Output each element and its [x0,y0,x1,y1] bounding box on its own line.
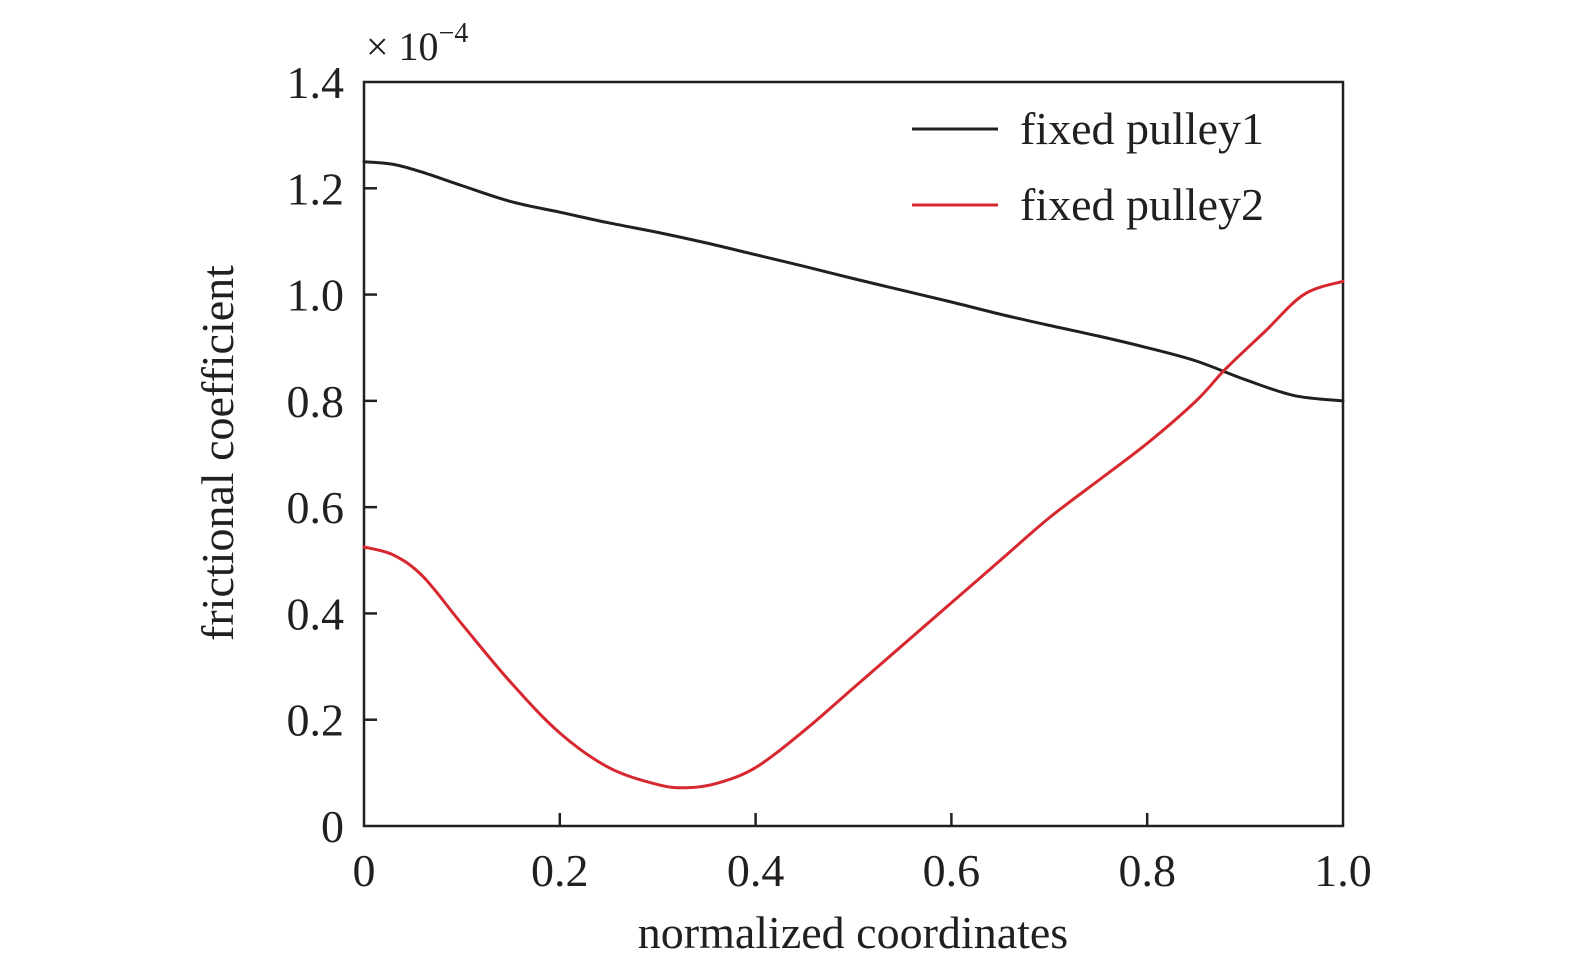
series-layer [362,160,1345,790]
legend: fixed pulley1 fixed pulley2 [912,103,1264,230]
y-tick-label: 0.2 [287,695,345,746]
scale-multiplier-exponent: −4 [439,18,469,49]
x-axis-title: normalized coordinates [638,907,1068,958]
y-tick-label: 0.4 [287,588,345,639]
y-tick-label: 1.0 [287,270,345,321]
x-tick-label: 0.8 [1118,845,1176,896]
x-tick-label: 0.6 [923,845,981,896]
series-line-fixed-pulley1 [362,160,1345,403]
y-tick-label: 1.2 [287,163,345,214]
legend-label-fixed-pulley2: fixed pulley2 [1020,179,1264,230]
plot-frame [362,80,1345,828]
y-axis-title: frictional coefficient [192,265,243,641]
y-tick-label: 0.6 [287,482,345,533]
axes [362,80,1345,828]
y-tick-label: 1.4 [287,57,345,108]
x-tick-label: 0.2 [531,845,589,896]
x-tick-label: 0 [353,845,376,896]
x-tick-label: 1.0 [1314,845,1372,896]
scale-multiplier-base: × 10 [366,24,439,69]
series-line-fixed-pulley2 [362,279,1345,790]
y-tick-label: 0.8 [287,376,345,427]
legend-label-fixed-pulley1: fixed pulley1 [1020,103,1264,154]
ticks-layer: 0 0.2 0.4 0.6 0.8 1.0 0 0.2 0.4 0.6 0.8 1.0 1.2 1.4 [287,57,1372,896]
y-tick-label: 0 [321,801,344,852]
x-tick-label: 0.4 [727,845,785,896]
scale-multiplier: × 10−4 [366,18,468,69]
